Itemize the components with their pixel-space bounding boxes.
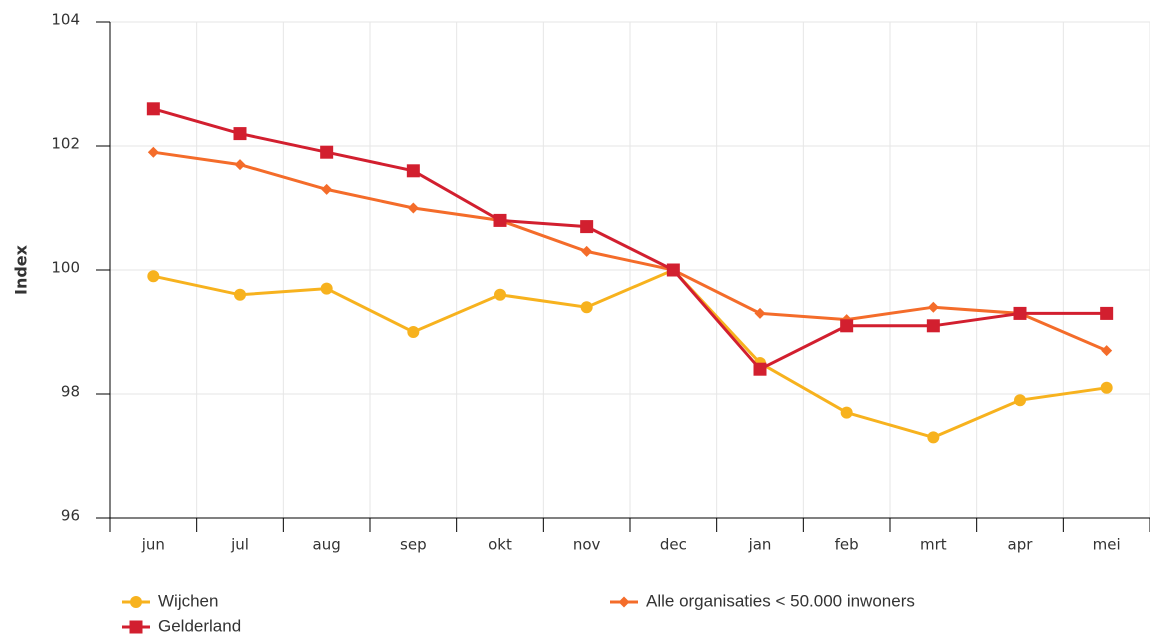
point: [320, 282, 333, 295]
y-tick-label: 104: [51, 11, 80, 29]
point: [581, 245, 593, 257]
point: [320, 145, 334, 159]
legend-marker: [130, 596, 142, 608]
y-axis-label: Index: [12, 244, 31, 295]
point: [234, 288, 246, 301]
point: [840, 406, 853, 419]
x-tick-label: dec: [660, 536, 687, 554]
point: [753, 362, 767, 376]
legend-marker: [618, 596, 630, 608]
point: [1100, 381, 1113, 394]
point: [406, 164, 420, 178]
legend-marker: [129, 620, 143, 634]
x-tick-label: jun: [141, 536, 165, 554]
x-tick-label: apr: [1008, 536, 1034, 554]
point: [926, 319, 940, 333]
point: [1013, 306, 1027, 320]
point: [927, 301, 939, 313]
point: [146, 102, 160, 116]
point: [840, 319, 854, 333]
point: [1014, 394, 1026, 407]
series-line: [153, 150, 1108, 352]
x-tick-label: okt: [488, 536, 512, 554]
point: [494, 288, 506, 301]
point: [234, 159, 246, 171]
point: [233, 127, 247, 141]
x-tick-label: aug: [313, 536, 341, 554]
point: [927, 431, 940, 444]
point: [493, 213, 507, 227]
x-tick-label: feb: [835, 536, 859, 554]
legend-label: Wijchen: [158, 591, 218, 610]
legend-label: Gelderland: [158, 616, 241, 635]
x-tick-label: nov: [573, 536, 601, 554]
x-tick-label: jul: [230, 536, 249, 554]
point: [407, 202, 419, 214]
series-line: [152, 107, 1107, 372]
point: [580, 220, 594, 234]
legend-label: Alle organisaties < 50.000 inwoners: [646, 591, 915, 610]
x-tick-label: mei: [1093, 536, 1121, 554]
y-tick-label: 98: [61, 383, 80, 401]
point: [666, 263, 680, 277]
y-tick-label: 100: [51, 259, 80, 277]
point: [407, 326, 420, 338]
point: [147, 146, 159, 158]
y-tick-label: 96: [61, 507, 80, 525]
x-tick-label: jan: [748, 536, 772, 554]
series-line: [153, 268, 1107, 439]
point: [580, 301, 593, 314]
point: [147, 270, 160, 283]
point: [1101, 345, 1113, 357]
y-tick-label: 102: [51, 135, 80, 153]
x-tick-label: sep: [400, 536, 427, 554]
x-tick-label: mrt: [920, 536, 947, 554]
point: [1100, 306, 1114, 320]
point: [754, 307, 766, 319]
point: [321, 183, 333, 195]
